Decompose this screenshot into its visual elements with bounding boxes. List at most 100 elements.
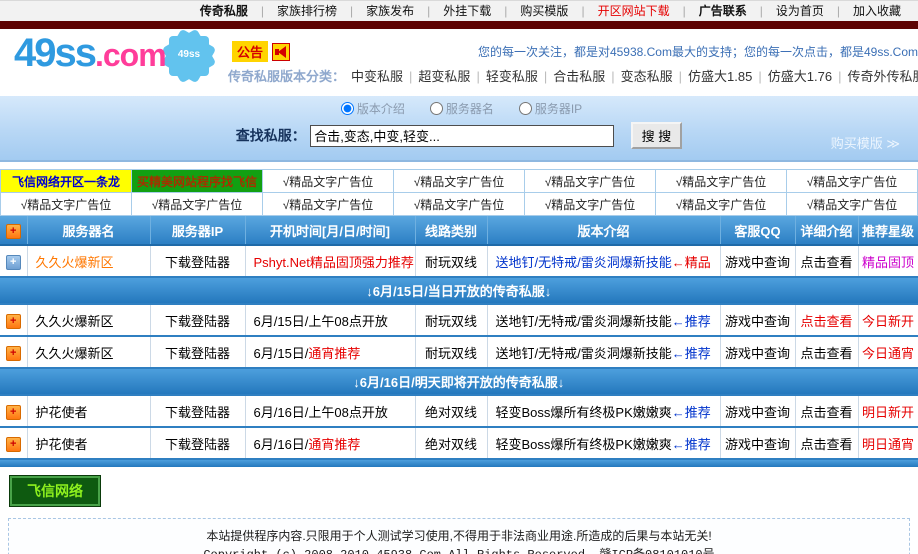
section-divider-text: ↓6月/15日/当日开放的传奇私服↓ xyxy=(0,277,918,305)
text-segment: ←推荐 xyxy=(671,313,711,329)
search-input[interactable] xyxy=(310,124,615,147)
text-segment: 轻变Boss爆所有终极PK嫩嫩爽 xyxy=(495,436,672,452)
ad-cell-2-1[interactable]: √精品文字广告位 xyxy=(0,192,132,216)
search-type-option-2[interactable]: 服务器名 xyxy=(425,102,494,116)
plus-icon[interactable]: + xyxy=(5,436,21,452)
category-link-7[interactable]: 仿盛大1.76 xyxy=(767,69,833,84)
detail-view-link[interactable]: 点击查看 xyxy=(795,245,859,278)
feixin-network-button[interactable]: 飞信网络 xyxy=(10,476,100,506)
category-separator: | xyxy=(409,69,413,84)
plus-icon[interactable]: + xyxy=(5,404,21,420)
nav-separator: | xyxy=(581,4,585,18)
server-name-link[interactable]: 护花使者 xyxy=(27,395,151,428)
text-segment: 轻变Boss爆所有终极PK嫩嫩爽 xyxy=(495,404,672,420)
search-type-option-3[interactable]: 服务器IP xyxy=(514,102,582,116)
nav-separator: | xyxy=(350,4,354,18)
plus-icon[interactable]: + xyxy=(5,254,21,270)
notice-area: 公告 xyxy=(232,41,291,62)
column-header-5: 版本介绍 xyxy=(487,216,721,246)
nav-item-5[interactable]: 购买模版 xyxy=(520,4,569,18)
detail-view-link[interactable]: 点击查看 xyxy=(795,336,859,369)
line-type-cell: 绝对双线 xyxy=(415,427,488,460)
ad-cell-2-2[interactable]: √精品文字广告位 xyxy=(131,192,263,216)
starburst-text: 49ss xyxy=(177,49,201,60)
category-link-3[interactable]: 轻变私服 xyxy=(485,69,538,84)
ad-cell-2-5[interactable]: √精品文字广告位 xyxy=(524,192,656,216)
version-intro-link[interactable]: 送地钉/无特戒/雷炎洞爆新技能←精品 xyxy=(487,245,721,278)
nav-item-1[interactable]: 传奇私服 xyxy=(199,4,248,18)
search-type-radio-3[interactable] xyxy=(518,102,532,115)
buy-template-link[interactable]: 购买模版 ≫ xyxy=(830,136,900,151)
category-link-4[interactable]: 合击私服 xyxy=(553,69,606,84)
ad-cell-1-6[interactable]: √精品文字广告位 xyxy=(655,169,787,193)
search-type-radio-1[interactable] xyxy=(340,102,354,115)
recommend-level-cell: 今日通宵 xyxy=(858,336,918,369)
download-launcher-link[interactable]: 下载登陆器 xyxy=(150,304,246,337)
speaker-icon[interactable] xyxy=(272,42,291,61)
download-launcher-link[interactable]: 下载登陆器 xyxy=(150,427,246,460)
line-type-cell: 绝对双线 xyxy=(415,395,488,428)
text-segment: 通宵推荐 xyxy=(308,436,361,452)
footer-disclaimer: 本站提供程序内容.只限用于个人测试学习使用,不得用于非法商业用途.所造成的后果与… xyxy=(206,529,712,543)
category-link-6[interactable]: 仿盛大1.85 xyxy=(688,69,753,84)
plus-icon[interactable]: + xyxy=(5,345,21,361)
line-type-cell: 耐玩双线 xyxy=(415,336,488,369)
text-segment: 通宵推荐 xyxy=(308,345,361,361)
notice-label: 公告 xyxy=(232,41,269,62)
ad-cell-1-5[interactable]: √精品文字广告位 xyxy=(524,169,656,193)
site-logo[interactable]: 49ss.com xyxy=(14,31,167,76)
version-intro-link[interactable]: 轻变Boss爆所有终极PK嫩嫩爽←推荐 xyxy=(487,427,721,460)
search-type-label: 服务器IP xyxy=(534,102,583,116)
detail-view-link[interactable]: 点击查看 xyxy=(795,395,859,428)
server-name-link[interactable]: 久久火爆新区 xyxy=(27,245,151,278)
category-link-8[interactable]: 传奇外传私服 xyxy=(847,69,918,84)
search-type-option-1[interactable]: 版本介绍 xyxy=(336,102,405,116)
version-intro-link[interactable]: 送地钉/无特戒/雷炎洞爆新技能←推荐 xyxy=(487,336,721,369)
category-link-2[interactable]: 超变私服 xyxy=(418,69,471,84)
search-type-radio-2[interactable] xyxy=(429,102,443,115)
nav-item-9[interactable]: 加入收藏 xyxy=(852,4,901,18)
nav-item-3[interactable]: 家族发布 xyxy=(366,4,415,18)
service-qq-cell: 游戏中查询 xyxy=(720,245,796,278)
category-separator: | xyxy=(678,69,683,84)
download-launcher-link[interactable]: 下载登陆器 xyxy=(150,336,246,369)
category-link-5[interactable]: 变态私服 xyxy=(620,69,673,84)
download-launcher-link[interactable]: 下载登陆器 xyxy=(150,245,246,278)
ad-cell-1-7[interactable]: √精品文字广告位 xyxy=(786,169,918,193)
ad-cell-2-6[interactable]: √精品文字广告位 xyxy=(655,192,787,216)
ad-cell-2-4[interactable]: √精品文字广告位 xyxy=(393,192,525,216)
download-launcher-link[interactable]: 下载登陆器 xyxy=(150,395,246,428)
plus-icon[interactable]: + xyxy=(5,313,21,329)
search-button[interactable]: 搜 搜 xyxy=(630,122,683,149)
server-name-link[interactable]: 久久火爆新区 xyxy=(27,336,151,369)
ad-cell-2-7[interactable]: √精品文字广告位 xyxy=(786,192,918,216)
ad-cell-1-4[interactable]: √精品文字广告位 xyxy=(393,169,525,193)
ad-cell-1-2[interactable]: 买精美网站程序找飞信 xyxy=(131,169,263,193)
nav-item-7[interactable]: 广告联系 xyxy=(698,4,747,18)
nav-item-8[interactable]: 设为首页 xyxy=(775,4,824,18)
category-link-1[interactable]: 中变私服 xyxy=(351,69,404,84)
server-name-link[interactable]: 护花使者 xyxy=(27,427,151,460)
nav-item-2[interactable]: 家族排行榜 xyxy=(277,4,338,18)
header-plus-icon-cell: + xyxy=(0,216,28,246)
open-time-cell: 6月/16日/上午08点开放 xyxy=(245,395,416,428)
text-segment: 6月/16日/上午08点开放 xyxy=(253,404,388,420)
version-intro-link[interactable]: 送地钉/无特戒/雷炎洞爆新技能←推荐 xyxy=(487,304,721,337)
open-time-cell: 6月/15日/上午08点开放 xyxy=(245,304,416,337)
version-intro-link[interactable]: 轻变Boss爆所有终极PK嫩嫩爽←推荐 xyxy=(487,395,721,428)
detail-view-link[interactable]: 点击查看 xyxy=(795,304,859,337)
nav-item-6[interactable]: 开区网站下载 xyxy=(597,4,670,18)
plus-icon: + xyxy=(5,223,21,239)
text-segment: ←精品 xyxy=(671,254,711,270)
nav-item-4[interactable]: 外挂下载 xyxy=(443,4,492,18)
ad-cell-1-1[interactable]: 飞信网络开区一条龙 xyxy=(0,169,132,193)
server-name-link[interactable]: 久久火爆新区 xyxy=(27,304,151,337)
ad-cell-2-3[interactable]: √精品文字广告位 xyxy=(262,192,394,216)
column-header-4: 线路类别 xyxy=(415,216,488,246)
nav-separator: | xyxy=(504,4,508,18)
red-divider-bar xyxy=(0,21,918,29)
logo-suffix-text: .com xyxy=(94,37,167,73)
ad-cell-1-3[interactable]: √精品文字广告位 xyxy=(262,169,394,193)
category-row: 传奇私服版本分类： 中变私服 | 超变私服 | 轻变私服 | 合击私服 | 变态私服 | 仿盛大1.8… xyxy=(228,66,918,85)
detail-view-link[interactable]: 点击查看 xyxy=(795,427,859,460)
